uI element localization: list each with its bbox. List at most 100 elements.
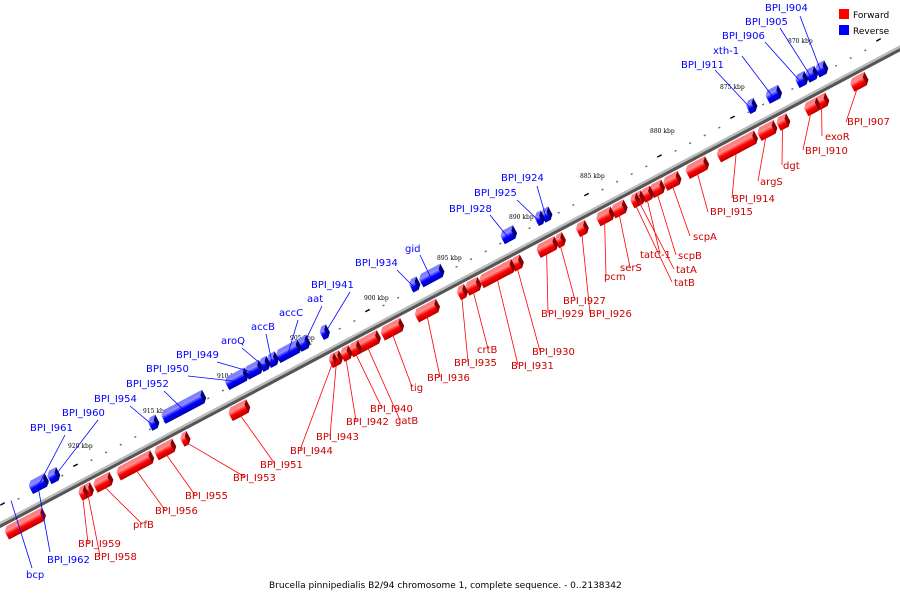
- kbp-label-920: 920 kbp: [68, 443, 93, 450]
- label-leader-line: [265, 333, 273, 363]
- label-leader-line: [496, 276, 519, 366]
- backbone-shadow: [0, 45, 900, 529]
- gene-label-crtb[interactable]: crtB: [477, 345, 498, 356]
- scale-tick: [747, 111, 750, 114]
- gene-label-bpi-i951[interactable]: BPI_I951: [260, 460, 303, 471]
- gene-label-bpi-i958[interactable]: BPI_I958: [94, 552, 137, 563]
- gene-label-aroq[interactable]: aroQ: [221, 336, 245, 347]
- gene-label-aat[interactable]: aat: [307, 294, 323, 305]
- gene-label-dgt[interactable]: dgt: [783, 161, 800, 172]
- kbp-label-875: 875 kbp: [720, 84, 745, 91]
- gene-label-bpi-i940[interactable]: BPI_I940: [370, 404, 413, 415]
- gene-label-bpi-i911[interactable]: BPI_I911: [681, 60, 724, 71]
- scale-tick: [875, 38, 882, 42]
- gene-label-bpi-i960[interactable]: BPI_I960: [62, 408, 105, 419]
- label-leader-line: [302, 305, 323, 347]
- gene-label-bpi-i950[interactable]: BPI_I950: [146, 364, 189, 375]
- scale-tick: [364, 308, 371, 313]
- label-leader-line: [396, 269, 415, 288]
- gene-label-bpi-i949[interactable]: BPI_I949: [176, 350, 219, 361]
- gene-label-scpa[interactable]: scpA: [693, 232, 717, 243]
- gene-label-bpi-i910[interactable]: BPI_I910: [805, 146, 848, 157]
- gene-label-bpi-i905[interactable]: BPI_I905: [745, 17, 788, 28]
- gene-label-bpi-i924[interactable]: BPI_I924: [501, 173, 544, 184]
- label-leader-line: [10, 500, 33, 569]
- label-leader-line: [299, 362, 333, 451]
- gene-label-bpi-i936[interactable]: BPI_I936: [427, 373, 470, 384]
- gene-label-bpi-i935[interactable]: BPI_I935: [454, 358, 497, 369]
- gene-label-bpi-i926[interactable]: BPI_I926: [589, 309, 632, 320]
- gene-label-bpi-i929[interactable]: BPI_I929: [541, 309, 584, 320]
- gene-label-tata[interactable]: tatA: [676, 265, 697, 276]
- gene-feature-bpi-i941[interactable]: [318, 324, 332, 340]
- gene-label-args[interactable]: argS: [760, 177, 783, 188]
- label-leader-line: [489, 214, 509, 238]
- scale-tick: [528, 227, 531, 230]
- gene-feature-gid[interactable]: [417, 263, 446, 288]
- gene-label-bpi-i942[interactable]: BPI_I942: [346, 417, 389, 428]
- scale-tick: [221, 389, 225, 392]
- label-leader-line: [184, 441, 246, 478]
- gene-label-accc[interactable]: accC: [279, 308, 303, 319]
- gene-label-bpi-i914[interactable]: BPI_I914: [732, 194, 775, 205]
- gene-label-bpi-i930[interactable]: BPI_I930: [532, 347, 575, 358]
- gene-label-bpi-i943[interactable]: BPI_I943: [316, 432, 359, 443]
- label-leader-line: [731, 149, 737, 199]
- label-leader-line: [799, 15, 822, 72]
- gene-feature-bpi-i953[interactable]: [178, 430, 192, 447]
- gene-feature-xth-1[interactable]: [764, 84, 784, 104]
- gene-label-gatb[interactable]: gatB: [395, 416, 418, 427]
- gene-label-bpi-i907[interactable]: BPI_I907: [847, 117, 890, 128]
- gene-label-bpi-i925[interactable]: BPI_I925: [474, 188, 517, 199]
- gene-label-bpi-i956[interactable]: BPI_I956: [155, 506, 198, 517]
- gene-feature-bpi-i905[interactable]: [803, 65, 820, 83]
- gene-label-bpi-i906[interactable]: BPI_I906: [722, 31, 765, 42]
- scale-tick: [864, 49, 867, 52]
- gene-label-bpi-i952[interactable]: BPI_I952: [126, 379, 169, 390]
- gene-label-gid[interactable]: gid: [405, 244, 420, 255]
- label-leader-line: [391, 331, 413, 388]
- scale-tick: [484, 250, 487, 253]
- gene-label-bpi-i961[interactable]: BPI_I961: [30, 423, 73, 434]
- gene-label-bpi-i962[interactable]: BPI_I962: [47, 555, 90, 566]
- gene-label-sers[interactable]: serS: [620, 263, 642, 274]
- gene-label-bpi-i915[interactable]: BPI_I915: [710, 207, 753, 218]
- gene-label-bpi-i904[interactable]: BPI_I904: [765, 3, 808, 14]
- scale-tick: [572, 203, 575, 207]
- gene-label-prfb[interactable]: prfB: [133, 520, 154, 531]
- scale-tick: [703, 134, 706, 137]
- gene-label-bpi-i953[interactable]: BPI_I953: [233, 473, 276, 484]
- gene-label-bpi-i954[interactable]: BPI_I954: [94, 394, 137, 405]
- label-leader-line: [779, 27, 812, 78]
- label-leader-line: [366, 344, 401, 421]
- scale-labels: 870 kbp 875 kbp 880 kbp 885 kbp 890 kbp …: [68, 38, 813, 450]
- scale-tick: [557, 211, 560, 214]
- label-leader-line: [238, 412, 276, 465]
- gene-label-bpi-i928[interactable]: BPI_I928: [449, 204, 492, 215]
- gene-label-bpi-i931[interactable]: BPI_I931: [511, 361, 554, 372]
- gene-label-bpi-i927[interactable]: BPI_I927: [563, 296, 606, 307]
- gene-label-tig[interactable]: tig: [410, 383, 423, 394]
- gene-label-exor[interactable]: exoR: [825, 132, 850, 143]
- label-leader-line: [419, 254, 432, 279]
- gene-feature-bpi-i911[interactable]: [744, 97, 759, 114]
- scale-tick: [615, 180, 619, 183]
- scale-tick: [630, 172, 633, 176]
- gene-feature-bpi-i954[interactable]: [146, 414, 161, 431]
- gene-label-bpi-i959[interactable]: BPI_I959: [78, 539, 121, 550]
- gene-label-bpi-i944[interactable]: BPI_I944: [290, 446, 333, 457]
- gene-label-accb[interactable]: accB: [251, 322, 275, 333]
- scale-tick: [674, 149, 677, 152]
- gene-label-bpi-i934[interactable]: BPI_I934: [355, 258, 398, 269]
- gene-feature-bpi-i928[interactable]: [499, 225, 519, 245]
- kbp-label-885: 885 kbp: [580, 173, 605, 180]
- gene-label-tatc-1[interactable]: tatC-1: [640, 250, 671, 261]
- gene-label-tatb[interactable]: tatB: [674, 278, 695, 289]
- gene-label-xth-1[interactable]: xth-1: [713, 46, 739, 57]
- gene-label-scpb[interactable]: scpB: [678, 251, 702, 262]
- gene-label-bcp[interactable]: bcp: [26, 570, 44, 581]
- scale-tick: [469, 258, 473, 261]
- gene-label-bpi-i955[interactable]: BPI_I955: [185, 491, 228, 502]
- gene-label-pcm[interactable]: pcm: [604, 272, 626, 283]
- gene-label-bpi-i941[interactable]: BPI_I941: [311, 280, 354, 291]
